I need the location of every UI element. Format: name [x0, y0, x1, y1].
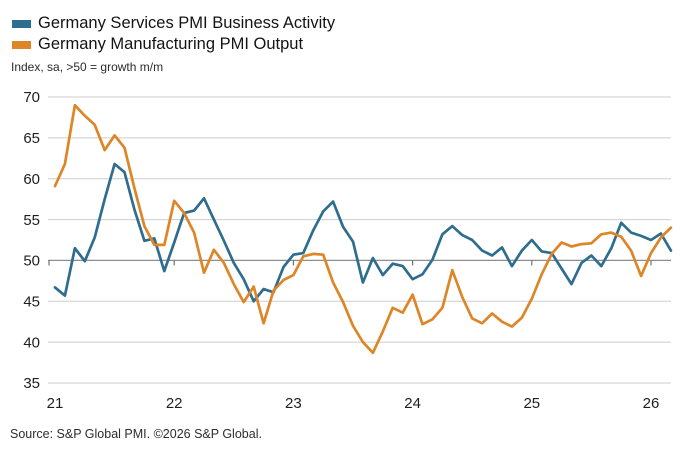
x-axis-label: 25 [523, 395, 540, 412]
legend-item-services: Germany Services PMI Business Activity [12, 13, 335, 34]
legend-label-services: Germany Services PMI Business Activity [38, 14, 336, 32]
services-swatch-icon [12, 19, 31, 28]
x-axis-label: 23 [285, 395, 302, 412]
x-axis-label: 24 [404, 395, 421, 412]
legend-item-manufacturing: Germany Manufacturing PMI Output [12, 34, 335, 55]
x-axis-label: 22 [166, 395, 183, 412]
y-axis-label: 60 [23, 171, 40, 188]
manufacturing-swatch-icon [12, 40, 31, 49]
y-axis-label: 55 [23, 212, 40, 229]
y-axis-label: 65 [23, 130, 40, 147]
x-axis-label: 26 [643, 395, 660, 412]
pmi-line-chart: 70 65 60 55 50 45 40 35 21 22 23 24 25 26 [23, 89, 673, 412]
manufacturing-pmi-line [53, 103, 673, 355]
legend-label-manufacturing: Germany Manufacturing PMI Output [38, 35, 304, 53]
y-axis-label: 40 [23, 334, 40, 351]
chart-legend: Germany Services PMI Business Activity G… [12, 13, 335, 55]
services-pmi-line [53, 162, 673, 303]
y-axis-label: 45 [23, 294, 40, 311]
y-axis-label: 70 [23, 89, 40, 106]
x-axis-label: 21 [47, 395, 64, 412]
y-axis-label: 35 [23, 375, 40, 392]
chart-subtitle: Index, sa, >50 = growth m/m [11, 60, 164, 74]
y-axis-label: 50 [23, 253, 40, 270]
source-attribution: Source: S&P Global PMI. ©2026 S&P Global… [10, 427, 262, 441]
